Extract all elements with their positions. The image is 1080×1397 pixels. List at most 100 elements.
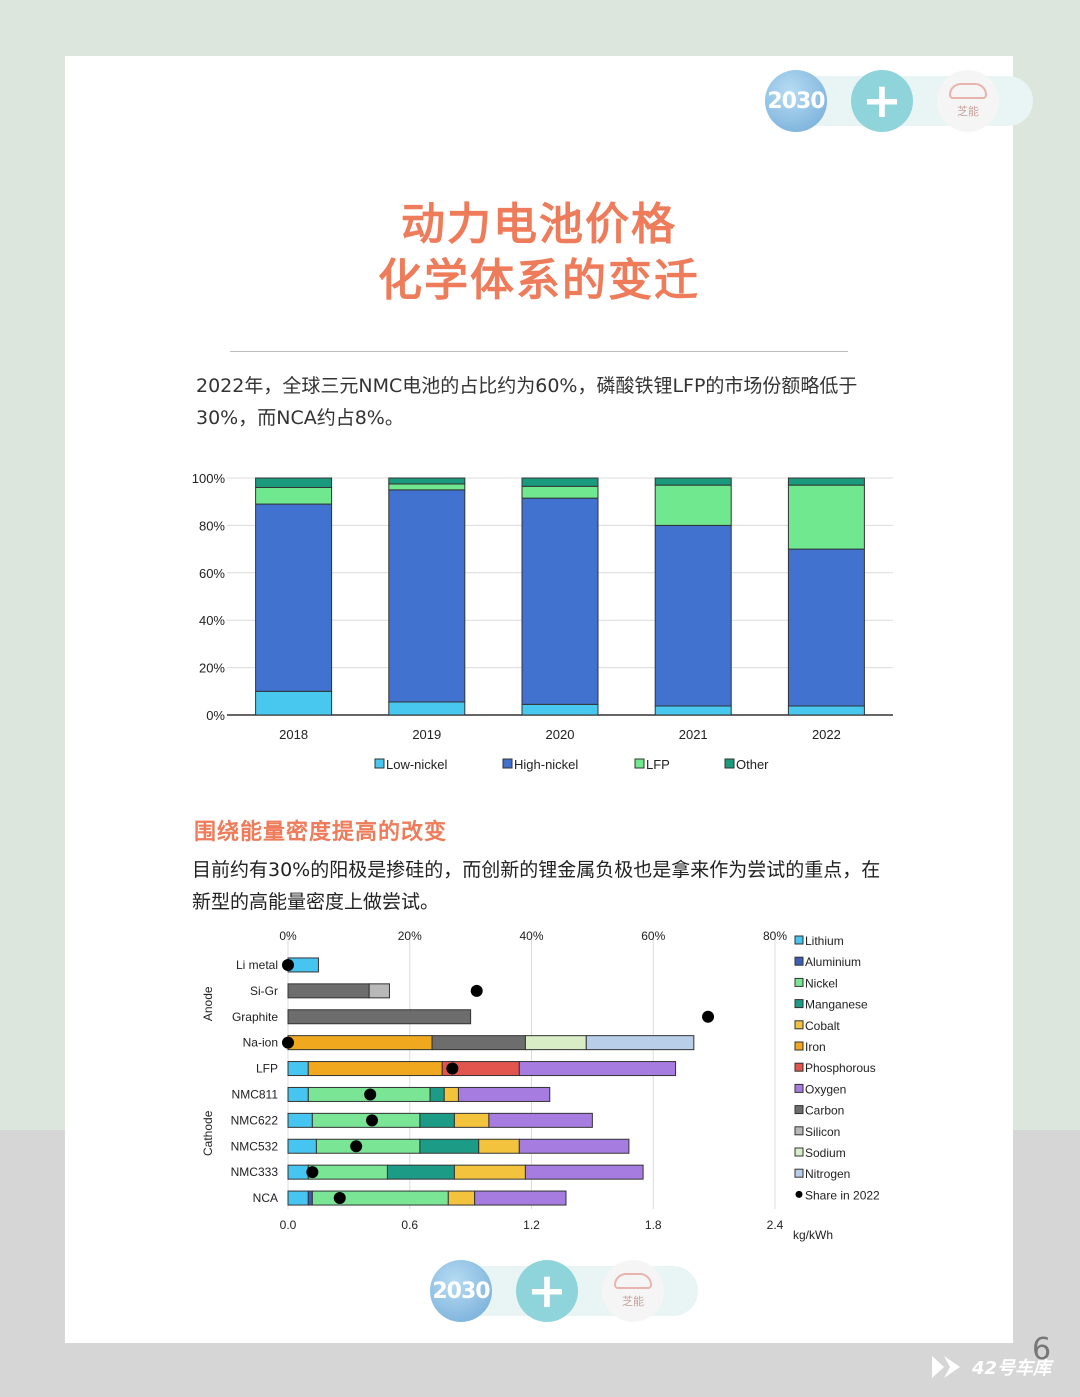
legend-label: Lithium xyxy=(805,934,844,948)
row-label: NMC333 xyxy=(231,1165,279,1179)
row-label: NMC811 xyxy=(232,1087,279,1101)
legend-label: Nitrogen xyxy=(805,1167,850,1181)
legend-label: Carbon xyxy=(805,1104,844,1118)
x-tick-label: 2020 xyxy=(546,727,575,742)
top-tick-label: 0% xyxy=(279,929,297,943)
x-tick-label: 1.2 xyxy=(523,1218,540,1232)
legend-swatch xyxy=(794,935,804,945)
header-logos: 2030 + 芝能 xyxy=(765,70,1033,132)
bar-segment xyxy=(307,1061,443,1077)
share-dot xyxy=(282,1036,294,1049)
legend-swatch xyxy=(634,758,645,769)
page-title-line1: 动力电池价格 xyxy=(401,199,677,250)
y-tick-label: 80% xyxy=(199,518,225,533)
bar-segment xyxy=(654,484,732,526)
section-paragraph: 目前约有30%的阳极是掺硅的，而创新的锂金属负极也是拿来作为尝试的重点，在新型的… xyxy=(192,859,881,913)
page-number: 6 xyxy=(1032,1332,1052,1367)
share-dot xyxy=(702,1010,715,1023)
bar-segment xyxy=(585,1035,695,1051)
bar-segment xyxy=(488,1112,593,1128)
legend-swatch xyxy=(794,1168,804,1178)
bar-segment xyxy=(368,983,390,999)
legend-label: Cobalt xyxy=(805,1019,840,1033)
legend-label: Iron xyxy=(805,1040,826,1054)
bar-segment xyxy=(447,1190,476,1206)
bar-segment xyxy=(474,1190,567,1206)
bar-segment xyxy=(307,1164,388,1180)
bar-segment xyxy=(419,1112,455,1128)
share-dot xyxy=(306,1166,319,1179)
x-tick-label: 2019 xyxy=(412,727,441,742)
legend-swatch xyxy=(794,999,804,1009)
bar-segment xyxy=(386,1164,455,1180)
bar-segment xyxy=(654,524,732,707)
bar-segment xyxy=(311,1190,449,1206)
x-tick-label: 2021 xyxy=(679,727,708,742)
bar-segment xyxy=(388,483,466,491)
watermark: 42号车库 xyxy=(930,1352,1051,1382)
bar-segment xyxy=(255,486,333,505)
footer-logos: 2030 + 芝能 xyxy=(430,1260,698,1322)
legend-swatch xyxy=(502,758,513,769)
legend-swatch xyxy=(374,758,385,769)
group-label: Cathode xyxy=(201,1110,215,1156)
legend-share-dot xyxy=(795,1190,803,1198)
bar-segment xyxy=(287,1086,309,1102)
material-intensity-chart: 0.0 0.6 1.2 1.8 2.4 0% 20% 40% 60% 80% kg/kWh Li me… xyxy=(201,929,880,1242)
legend-swatch xyxy=(794,1083,804,1093)
share-dot xyxy=(333,1192,346,1205)
bar-segment xyxy=(787,705,865,716)
y-tick-label: 100% xyxy=(192,471,226,486)
section-heading: 围绕能量密度提高的改变 xyxy=(194,820,448,845)
bar-segment xyxy=(255,690,333,716)
row-label: Na-ion xyxy=(243,1036,278,1050)
legend-swatch xyxy=(794,1062,804,1072)
x-tick-label: 2.4 xyxy=(767,1218,784,1232)
bar-segment xyxy=(388,489,466,703)
bar-segment xyxy=(315,1138,421,1154)
x-tick-label: 2018 xyxy=(279,727,308,742)
bar-segment xyxy=(431,1035,526,1051)
bar-segment xyxy=(419,1138,480,1154)
group-label: Anode xyxy=(201,986,215,1021)
x-axis-unit: kg/kWh xyxy=(793,1228,833,1242)
row-label: Li metal xyxy=(236,958,278,972)
x-tick-label: 0.0 xyxy=(280,1218,297,1232)
x-tick-label: 0.6 xyxy=(401,1218,418,1232)
row-label: Si-Gr xyxy=(250,984,278,998)
y-tick-label: 0% xyxy=(206,708,225,723)
legend-swatch xyxy=(794,1105,804,1115)
legend-swatch xyxy=(794,1147,804,1157)
bar-segment xyxy=(518,1061,677,1077)
bar-segment xyxy=(787,548,865,707)
bar-segment xyxy=(287,1190,309,1206)
legend-label: High-nickel xyxy=(514,757,578,772)
top-tick-label: 40% xyxy=(519,929,543,943)
bar-segment xyxy=(443,1086,459,1102)
legend-swatch xyxy=(794,1126,804,1136)
watermark-logo-icon xyxy=(932,1356,960,1378)
row-label: NMC622 xyxy=(231,1113,279,1127)
top-tick-label: 20% xyxy=(398,929,422,943)
logo-2030-icon: 2030 xyxy=(765,70,827,132)
y-tick-label: 40% xyxy=(199,613,225,628)
bar-segment xyxy=(654,477,732,486)
bar-segment xyxy=(388,701,466,716)
row-label: Graphite xyxy=(232,1010,278,1024)
page-title-line2: 化学体系的变迁 xyxy=(378,255,700,306)
bar-segment xyxy=(521,485,599,499)
bar-segment xyxy=(388,477,466,485)
legend-label: Nickel xyxy=(805,976,838,990)
bar-segment xyxy=(478,1138,520,1154)
x-tick-label: 1.8 xyxy=(645,1218,662,1232)
bar-segment xyxy=(787,477,865,486)
logo-2030-icon: 2030 xyxy=(430,1260,492,1322)
legend-label: Manganese xyxy=(805,998,868,1012)
y-tick-label: 20% xyxy=(199,661,225,676)
bar-segment xyxy=(787,484,865,550)
legend-label: Other xyxy=(736,757,769,772)
intro-paragraph: 2022年，全球三元NMC电池的占比约为60%，磷酸铁锂LFP的市场份额略低于3… xyxy=(196,375,858,429)
legend-swatch xyxy=(724,758,735,769)
share-dot xyxy=(446,1062,459,1075)
logo-plus-icon: + xyxy=(851,70,913,132)
